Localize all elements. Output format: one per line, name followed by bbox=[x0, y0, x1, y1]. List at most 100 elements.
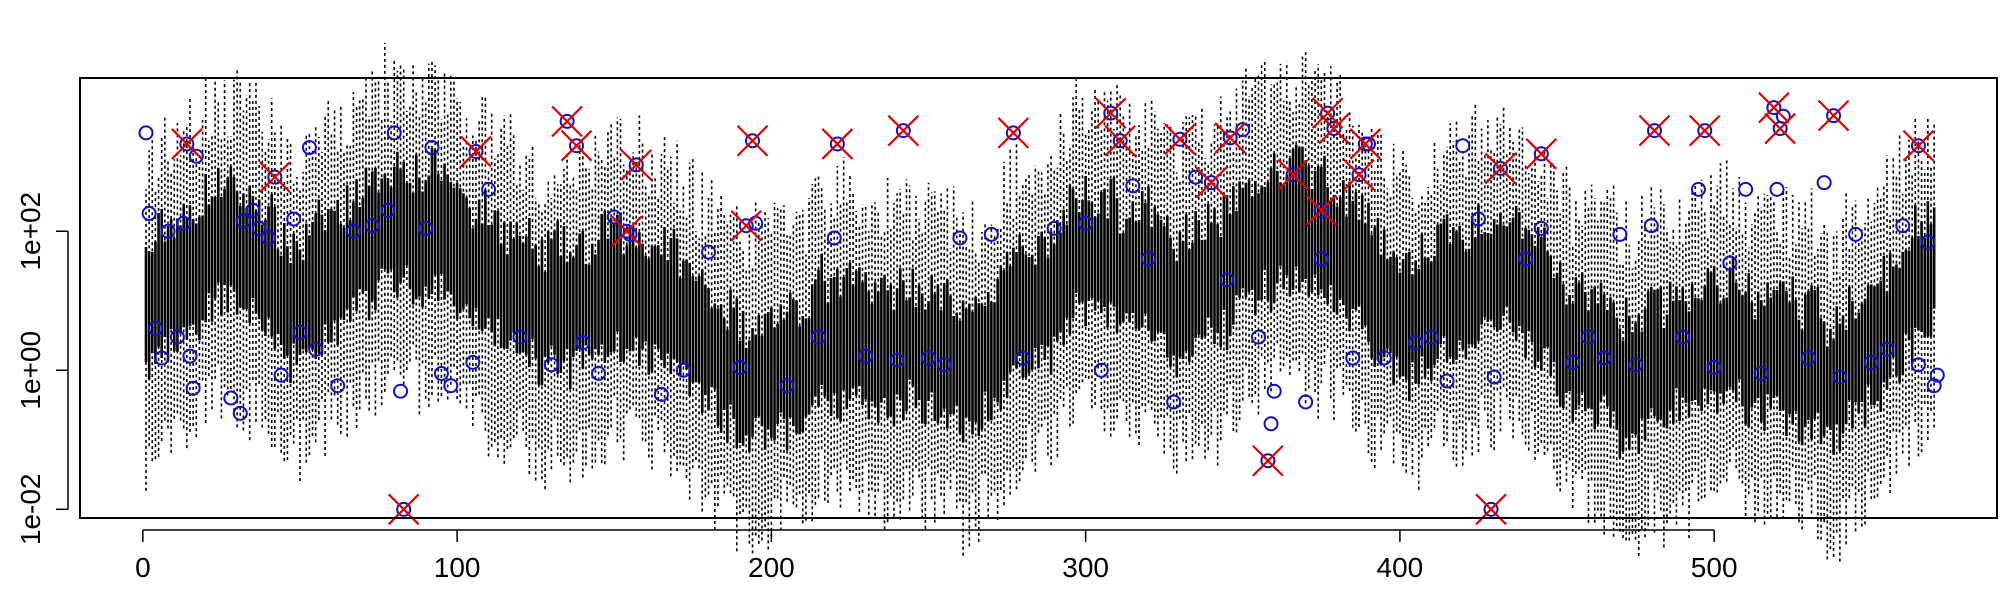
observed-point bbox=[1486, 369, 1502, 385]
observed-point bbox=[858, 348, 874, 364]
y-tick-label: 1e+02 bbox=[15, 192, 46, 271]
observed-point bbox=[1697, 123, 1713, 139]
observed-point bbox=[1188, 169, 1204, 185]
observed-point bbox=[465, 354, 481, 370]
outlier-marker bbox=[560, 129, 593, 162]
outlier-marker bbox=[1758, 91, 1790, 124]
observed-point bbox=[1612, 226, 1628, 242]
observed-point bbox=[575, 335, 591, 351]
observed-point bbox=[245, 202, 261, 218]
outlier-marker bbox=[1343, 158, 1375, 191]
observed-point bbox=[364, 218, 380, 234]
plot-frame bbox=[79, 77, 1998, 519]
observed-point bbox=[182, 348, 198, 364]
observed-point bbox=[141, 205, 157, 221]
observed-point bbox=[1492, 160, 1508, 176]
observed-point bbox=[1832, 369, 1848, 385]
observed-point bbox=[732, 359, 748, 375]
outlier-marker bbox=[887, 114, 920, 147]
observed-point bbox=[543, 357, 559, 373]
observed-point bbox=[261, 230, 277, 246]
observed-point bbox=[1250, 329, 1266, 345]
observed-point bbox=[1766, 100, 1782, 116]
observed-point bbox=[1260, 453, 1276, 469]
observed-point bbox=[169, 329, 185, 345]
observed-point bbox=[286, 211, 302, 227]
observed-point bbox=[1125, 178, 1141, 194]
outlier-marker bbox=[1252, 444, 1284, 477]
observed-point bbox=[1439, 373, 1455, 389]
outlier-marker bbox=[1475, 493, 1507, 526]
observed-point bbox=[1800, 350, 1816, 366]
observed-point bbox=[921, 350, 937, 366]
observed-point bbox=[619, 223, 635, 239]
observed-point bbox=[1920, 234, 1936, 250]
outlier-marker bbox=[1095, 97, 1127, 129]
observed-point bbox=[345, 223, 361, 239]
observed-point bbox=[745, 133, 761, 149]
observed-point bbox=[1313, 251, 1329, 267]
observed-point bbox=[1816, 175, 1832, 191]
observed-point bbox=[1646, 123, 1662, 139]
observed-point bbox=[1769, 181, 1785, 197]
observed-point bbox=[1078, 215, 1094, 231]
outlier-marker bbox=[730, 209, 763, 242]
observed-point bbox=[1565, 354, 1581, 370]
outlier-marker bbox=[1277, 158, 1309, 191]
observed-point bbox=[185, 380, 201, 396]
observed-point bbox=[1112, 133, 1128, 149]
observed-point bbox=[223, 390, 239, 406]
outlier-marker bbox=[171, 128, 203, 160]
observed-point bbox=[1203, 175, 1219, 191]
observed-point bbox=[738, 218, 754, 234]
observed-point bbox=[1005, 125, 1021, 141]
axes-layer: 0 100 200 300 400 500 1e-02 1e+00 1e+02 bbox=[15, 192, 1738, 583]
observed-point bbox=[1722, 255, 1738, 271]
outlier-marker bbox=[1164, 123, 1196, 156]
outlier-marker bbox=[1318, 112, 1350, 145]
observed-point bbox=[188, 148, 204, 164]
observed-point bbox=[889, 352, 905, 368]
observed-point bbox=[1046, 220, 1062, 236]
observed-point bbox=[147, 320, 163, 336]
observed-point bbox=[779, 378, 795, 394]
observed-point bbox=[235, 213, 251, 229]
outlier-marker bbox=[387, 493, 420, 526]
observed-point bbox=[1408, 335, 1424, 351]
observed-point bbox=[591, 365, 607, 381]
outlier-marker bbox=[1484, 152, 1517, 185]
observed-point bbox=[1222, 130, 1238, 146]
observed-point bbox=[512, 329, 528, 345]
outlier-marker bbox=[620, 149, 653, 181]
observed-point bbox=[1483, 501, 1499, 517]
observed-point bbox=[1643, 218, 1659, 234]
observed-point bbox=[895, 123, 911, 139]
x-tick-label: 500 bbox=[1691, 552, 1738, 583]
observed-point bbox=[1313, 202, 1329, 218]
x-tick-label: 200 bbox=[748, 552, 795, 583]
outlier-marker bbox=[1311, 97, 1344, 129]
outlier-marker bbox=[460, 135, 492, 168]
observed-point bbox=[569, 138, 585, 154]
observed-point bbox=[675, 362, 691, 378]
outlier-markers-layer bbox=[171, 91, 1935, 526]
observed-point bbox=[1926, 378, 1942, 394]
outlier-marker bbox=[821, 128, 854, 160]
observed-point bbox=[1929, 367, 1945, 383]
observed-point bbox=[1357, 136, 1373, 152]
observed-point bbox=[393, 383, 409, 399]
observed-point bbox=[1235, 122, 1251, 138]
observed-point bbox=[653, 386, 669, 402]
observed-point bbox=[1596, 350, 1612, 366]
observed-point bbox=[138, 125, 154, 141]
observed-point bbox=[1263, 416, 1279, 432]
observed-point bbox=[1376, 350, 1392, 366]
outlier-marker bbox=[997, 117, 1030, 149]
observed-point bbox=[1298, 394, 1314, 410]
outlier-marker bbox=[1195, 166, 1228, 199]
observed-point bbox=[308, 341, 324, 357]
observed-point bbox=[179, 136, 195, 152]
observed-point bbox=[1103, 105, 1119, 121]
observed-point bbox=[952, 230, 968, 246]
